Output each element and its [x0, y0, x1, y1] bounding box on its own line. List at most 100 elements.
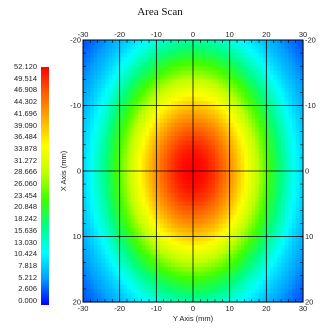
heatmap-cell	[145, 223, 150, 229]
heatmap-cell	[90, 53, 95, 59]
heatmap-cell	[145, 275, 150, 281]
heatmap-cell	[163, 144, 168, 150]
heatmap-cell	[240, 171, 245, 176]
heatmap-cell	[108, 114, 113, 120]
heatmap-cell	[123, 114, 128, 120]
heatmap-cell	[86, 40, 91, 45]
heatmap-cell	[123, 53, 128, 59]
heatmap-cell	[141, 79, 146, 85]
heatmap-cell	[145, 188, 150, 194]
heatmap-cell	[222, 297, 227, 303]
heatmap-cell	[90, 280, 95, 286]
heatmap-cell	[112, 214, 117, 220]
heatmap-cell	[134, 297, 139, 303]
heatmap-cell	[141, 223, 146, 229]
heatmap-cell	[185, 166, 190, 172]
heatmap-cell	[163, 258, 168, 264]
heatmap-cell	[248, 101, 253, 107]
heatmap-cell	[112, 245, 117, 251]
heatmap-cell	[134, 262, 139, 268]
heatmap-cell	[215, 83, 220, 89]
heatmap-cell	[189, 258, 194, 264]
legend-value-label: 44.302	[14, 97, 37, 107]
heatmap-cell	[196, 114, 201, 120]
heatmap-cell	[127, 275, 132, 281]
heatmap-cell	[277, 223, 282, 229]
heatmap-cell	[262, 249, 267, 255]
heatmap-cell	[105, 175, 110, 181]
heatmap-cell	[138, 240, 143, 246]
heatmap-cell	[295, 201, 300, 207]
heatmap-cell	[259, 293, 264, 299]
heatmap-cell	[237, 48, 242, 54]
heatmap-cell	[262, 70, 267, 76]
heatmap-cell	[182, 205, 187, 211]
heatmap-cell	[229, 101, 234, 107]
heatmap-cell	[152, 48, 157, 54]
heatmap-cell	[127, 109, 132, 115]
heatmap-cell	[292, 131, 297, 137]
heatmap-cell	[222, 171, 227, 176]
heatmap-cell	[204, 74, 209, 80]
heatmap-cell	[204, 284, 209, 290]
heatmap-cell	[130, 267, 135, 273]
heatmap-cell	[94, 57, 99, 63]
heatmap-cell	[292, 79, 297, 85]
heatmap-cell	[233, 210, 238, 216]
heatmap-cell	[226, 288, 231, 294]
heatmap-cell	[284, 92, 289, 98]
heatmap-cell	[233, 197, 238, 203]
heatmap-cell	[218, 88, 223, 93]
heatmap-cell	[182, 153, 187, 159]
heatmap-cell	[233, 153, 238, 159]
heatmap-cell	[266, 284, 271, 290]
heatmap-cell	[105, 118, 110, 124]
heatmap-cell	[112, 236, 117, 242]
heatmap-cell	[226, 297, 231, 303]
heatmap-cell	[292, 201, 297, 207]
heatmap-cell	[152, 197, 157, 203]
heatmap-cell	[105, 232, 110, 238]
heatmap-cell	[240, 101, 245, 107]
heatmap-cell	[112, 144, 117, 150]
heatmap-cell	[204, 236, 209, 242]
heatmap-cell	[160, 258, 165, 264]
heatmap-cell	[299, 223, 304, 229]
heatmap-cell	[229, 245, 234, 251]
heatmap-cell	[116, 245, 121, 251]
heatmap-cell	[86, 66, 91, 72]
heatmap-cell	[174, 219, 179, 224]
heatmap-cell	[90, 162, 95, 168]
heatmap-cell	[178, 44, 183, 50]
heatmap-cell	[185, 131, 190, 137]
heatmap-cell	[163, 57, 168, 63]
heatmap-cell	[218, 83, 223, 89]
heatmap-cell	[281, 197, 286, 203]
heatmap-cell	[163, 140, 168, 146]
heatmap-cell	[149, 179, 154, 185]
heatmap-cell	[119, 188, 124, 194]
heatmap-cell	[189, 284, 194, 290]
heatmap-cell	[112, 70, 117, 76]
heatmap-cell	[138, 57, 143, 63]
heatmap-cell	[90, 197, 95, 203]
heatmap-cell	[185, 92, 190, 98]
heatmap-cell	[189, 249, 194, 255]
heatmap-cell	[259, 201, 264, 207]
heatmap-cell	[259, 192, 264, 198]
heatmap-cell	[248, 57, 253, 63]
heatmap-cell	[266, 267, 271, 273]
heatmap-cell	[193, 79, 198, 85]
heatmap-cell	[130, 219, 135, 224]
heatmap-cell	[251, 201, 256, 207]
heatmap-cell	[270, 57, 275, 63]
heatmap-cell	[189, 122, 194, 128]
heatmap-cell	[123, 258, 128, 264]
heatmap-cell	[259, 57, 264, 63]
heatmap-cell	[127, 114, 132, 120]
heatmap-cell	[262, 219, 267, 224]
heatmap-cell	[273, 79, 278, 85]
heatmap-cell	[292, 48, 297, 54]
heatmap-cell	[97, 149, 102, 155]
heatmap-cell	[167, 188, 172, 194]
